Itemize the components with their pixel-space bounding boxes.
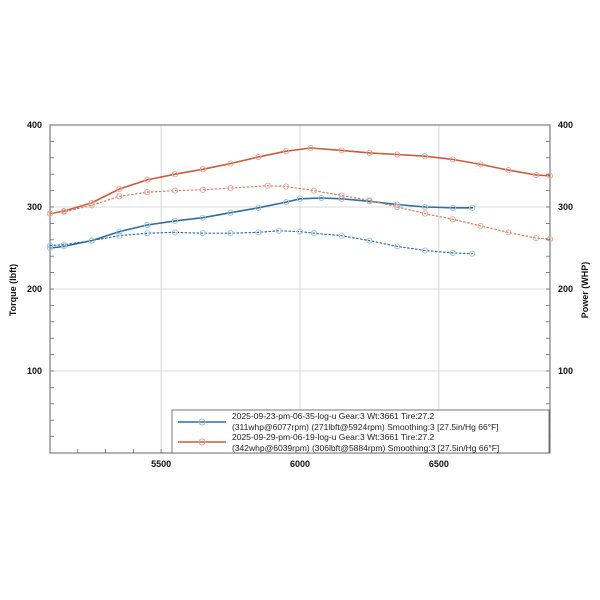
run1_torque-point bbox=[46, 242, 54, 249]
run2_torque-point bbox=[366, 197, 373, 204]
x-tick-label: 6500 bbox=[429, 459, 449, 469]
run2_power-point bbox=[199, 166, 206, 173]
run2_power-point bbox=[421, 153, 429, 160]
run1_torque-point bbox=[394, 243, 401, 250]
run2_torque-point bbox=[144, 189, 151, 196]
y-right-tick-label: 300 bbox=[558, 202, 573, 212]
legend-marker-run1 bbox=[198, 418, 206, 426]
run2_power-point bbox=[88, 199, 95, 206]
run2_torque-point bbox=[533, 235, 540, 242]
series-layer bbox=[46, 144, 554, 257]
run2_power-point bbox=[116, 185, 123, 193]
run1_torque-point bbox=[469, 250, 476, 257]
run1_power-point bbox=[421, 203, 429, 211]
run2_torque-point bbox=[477, 222, 484, 229]
run1_torque-point bbox=[116, 232, 123, 239]
run2_power-point bbox=[338, 147, 345, 154]
run1_torque-point bbox=[144, 230, 151, 237]
legend: 2025-09-23-pm-06-35-log-u Gear:3 Wt:3661… bbox=[171, 409, 550, 454]
run1_torque-point bbox=[275, 227, 282, 234]
y-left-axis-label: Torque (lbft) bbox=[8, 264, 18, 316]
run1_power-point bbox=[338, 195, 345, 202]
y-right-tick-label: 100 bbox=[558, 366, 573, 376]
run2_torque-point bbox=[116, 193, 123, 200]
run2_power-point bbox=[307, 144, 314, 152]
y-right-tick-label: 200 bbox=[558, 284, 573, 294]
run2_torque-point bbox=[449, 216, 456, 223]
run2_torque-point bbox=[421, 210, 429, 217]
run2_torque-point bbox=[546, 235, 554, 243]
run1_power-point bbox=[469, 204, 476, 211]
run1_torque-point bbox=[449, 249, 456, 256]
y-left-tick-label: 300 bbox=[27, 202, 42, 212]
run2_power-point bbox=[394, 151, 401, 158]
run2_power-point bbox=[255, 153, 262, 161]
run2_power-point bbox=[366, 149, 373, 156]
run2_power-point bbox=[144, 176, 151, 183]
y-right-axis-label: Power (WHP) bbox=[580, 262, 590, 319]
run2_power-line bbox=[49, 147, 551, 215]
run1_torque-point bbox=[88, 237, 95, 244]
run1_power-point bbox=[255, 204, 262, 211]
run1_torque-point bbox=[421, 247, 429, 254]
run1_power-point bbox=[60, 243, 67, 250]
legend-run1-line2: (311whp@6077rpm) (271lbft@5924rpm) Smoot… bbox=[232, 422, 499, 432]
legend-run2-line1: 2025-09-29-pm-06-19-log-u Gear:3 Wt:3661… bbox=[232, 432, 434, 442]
run1_torque-point bbox=[338, 232, 345, 239]
run1_power-point bbox=[449, 204, 456, 211]
run2_torque-point bbox=[88, 202, 95, 209]
run2_torque-point bbox=[60, 208, 67, 215]
run1_power-point bbox=[116, 228, 123, 235]
run2_torque-point bbox=[283, 183, 290, 190]
run2_torque-point bbox=[227, 185, 234, 192]
run1_torque-point bbox=[366, 237, 373, 244]
legend-run2-line2: (342whp@6039rpm) (306lbft@5884rpm) Smoot… bbox=[232, 443, 499, 453]
legend-box bbox=[171, 409, 550, 454]
run1_torque-point bbox=[255, 229, 262, 236]
run2_torque-point bbox=[505, 229, 512, 236]
run1_torque-point bbox=[199, 230, 206, 237]
run2_power-point bbox=[283, 148, 290, 155]
y-left-tick-label: 400 bbox=[27, 120, 42, 130]
grid-lines bbox=[50, 124, 550, 453]
run1_power-point bbox=[144, 221, 151, 229]
run2_power-point bbox=[533, 171, 540, 179]
run1_power-point bbox=[199, 214, 206, 221]
run2_torque-point bbox=[310, 187, 317, 194]
legend-run1-line1: 2025-09-23-pm-06-35-log-u Gear:3 Wt:3661… bbox=[232, 411, 434, 421]
x-tick-label: 6000 bbox=[290, 459, 310, 469]
run1_torque-point bbox=[310, 230, 317, 237]
run2_torque-point bbox=[264, 182, 271, 189]
run2_power-point bbox=[505, 167, 512, 174]
run2_torque-point bbox=[394, 203, 401, 211]
run1_power-line bbox=[49, 197, 473, 249]
run2_power-point bbox=[546, 172, 554, 179]
run2_torque-point bbox=[171, 187, 179, 194]
run1_power-point bbox=[283, 199, 290, 206]
run2_power-point bbox=[227, 160, 234, 167]
run1_torque-point bbox=[227, 230, 234, 237]
y-right-tick-label: 400 bbox=[558, 120, 573, 130]
run2_power-point bbox=[171, 171, 179, 178]
run2_power-point bbox=[477, 161, 484, 168]
run2_torque-line bbox=[49, 185, 551, 240]
y-left-tick-label: 100 bbox=[27, 366, 42, 376]
y-left-tick-label: 200 bbox=[27, 284, 42, 294]
run1_torque-point bbox=[171, 229, 179, 236]
run2_power-point bbox=[449, 156, 456, 163]
run1_power-point bbox=[171, 217, 179, 224]
run1_power-point bbox=[318, 194, 325, 202]
run1_power-point bbox=[296, 195, 304, 202]
run1_torque-point bbox=[60, 241, 67, 248]
run1_power-point bbox=[227, 209, 234, 216]
run1_torque-line bbox=[49, 230, 473, 255]
x-tick-label: 5500 bbox=[151, 459, 171, 469]
run2_torque-point bbox=[46, 210, 54, 217]
run2_torque-point bbox=[199, 186, 206, 193]
run2_torque-point bbox=[338, 192, 345, 199]
legend-marker-run2 bbox=[198, 438, 206, 446]
run1_torque-point bbox=[296, 228, 304, 235]
